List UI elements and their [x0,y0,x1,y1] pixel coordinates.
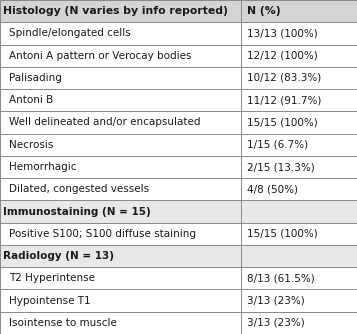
Bar [0,111,241,134]
Text: Dilated, congested vessels: Dilated, congested vessels [9,184,149,194]
Bar [241,290,357,312]
Bar [0,134,241,156]
Bar [241,156,357,178]
Bar [0,44,241,67]
Text: Radiology (N = 13): Radiology (N = 13) [3,251,114,261]
Text: Well delineated and/or encapsulated: Well delineated and/or encapsulated [9,118,200,128]
Bar [241,89,357,111]
Bar [0,223,241,245]
Bar [0,245,241,267]
Text: Isointense to muscle: Isointense to muscle [9,318,117,328]
Bar [241,22,357,44]
Text: Antoni A pattern or Verocay bodies: Antoni A pattern or Verocay bodies [9,51,191,61]
Bar [241,111,357,134]
Text: 3/13 (23%): 3/13 (23%) [247,296,305,306]
Bar [0,22,241,44]
Text: 12/12 (100%): 12/12 (100%) [247,51,318,61]
Bar [241,178,357,200]
Text: 4/8 (50%): 4/8 (50%) [247,184,298,194]
Text: 13/13 (100%): 13/13 (100%) [247,28,318,38]
Text: 15/15 (100%): 15/15 (100%) [247,229,318,239]
Bar [241,134,357,156]
Text: Hypointense T1: Hypointense T1 [9,296,91,306]
Text: 3/13 (23%): 3/13 (23%) [247,318,305,328]
Text: 15/15 (100%): 15/15 (100%) [247,118,318,128]
Text: 11/12 (91.7%): 11/12 (91.7%) [247,95,322,105]
Text: Spindle/elongated cells: Spindle/elongated cells [9,28,131,38]
Bar [0,89,241,111]
Bar [241,0,357,22]
Bar [0,200,241,223]
Text: 8/13 (61.5%): 8/13 (61.5%) [247,273,315,283]
Text: N (%): N (%) [247,6,281,16]
Text: Immunostaining (N = 15): Immunostaining (N = 15) [3,206,151,216]
Text: Hemorrhagic: Hemorrhagic [9,162,76,172]
Bar [241,312,357,334]
Text: Necrosis: Necrosis [9,140,53,150]
Bar [241,200,357,223]
Bar [0,67,241,89]
Bar [0,0,241,22]
Text: Palisading: Palisading [9,73,62,83]
Text: 2/15 (13.3%): 2/15 (13.3%) [247,162,315,172]
Bar [0,290,241,312]
Text: Histology (N varies by info reported): Histology (N varies by info reported) [3,6,228,16]
Bar [241,267,357,290]
Bar [0,156,241,178]
Text: 10/12 (83.3%): 10/12 (83.3%) [247,73,322,83]
Bar [0,312,241,334]
Text: T2 Hyperintense: T2 Hyperintense [9,273,95,283]
Text: 1/15 (6.7%): 1/15 (6.7%) [247,140,308,150]
Bar [241,67,357,89]
Bar [0,267,241,290]
Text: Positive S100; S100 diffuse staining: Positive S100; S100 diffuse staining [9,229,196,239]
Bar [241,245,357,267]
Bar [241,223,357,245]
Text: Antoni B: Antoni B [9,95,53,105]
Bar [241,44,357,67]
Bar [0,178,241,200]
